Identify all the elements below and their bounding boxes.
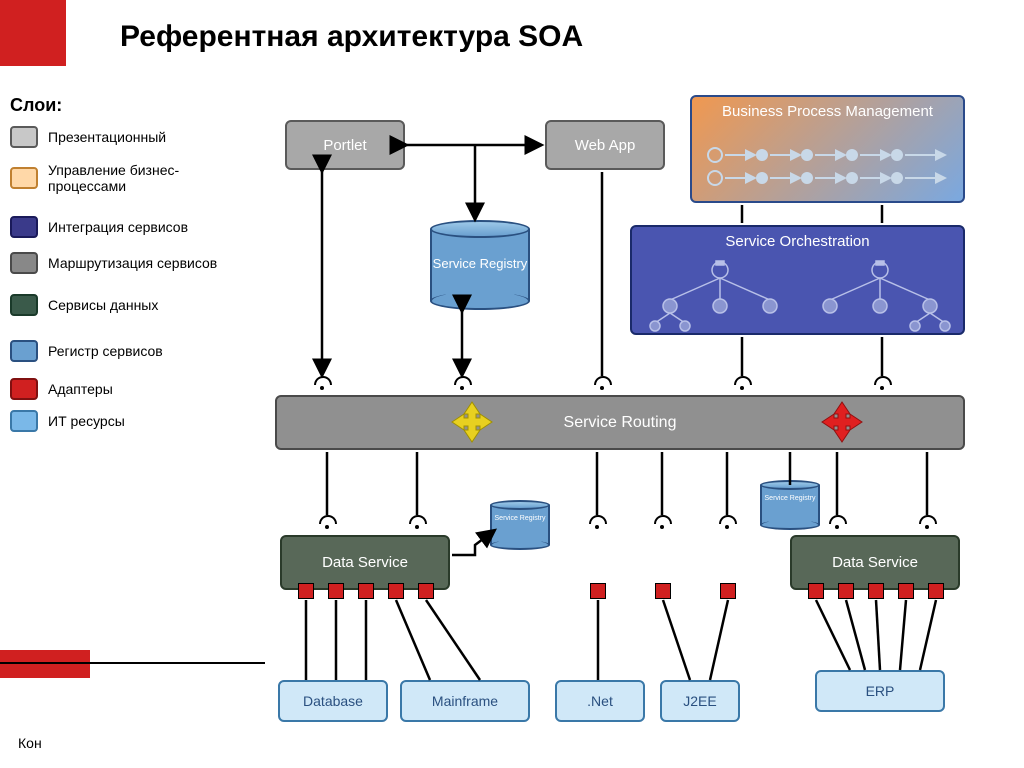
- plug-icon: [875, 376, 889, 390]
- adapter-icon: [928, 583, 944, 599]
- plug-icon: [720, 515, 734, 529]
- plug-icon: [735, 376, 749, 390]
- service-registry-label: Service Registry: [430, 256, 530, 271]
- legend-swatch: [10, 294, 38, 316]
- plug-icon: [920, 515, 934, 529]
- plug-icon: [315, 376, 329, 390]
- legend-label: Презентационный: [48, 129, 166, 145]
- adapter-icon: [358, 583, 374, 599]
- node-routing: Service Routing: [275, 395, 965, 450]
- service-registry-small-2: Service Registry: [760, 480, 820, 530]
- legend-swatch: [10, 340, 38, 362]
- adapter-icon: [328, 583, 344, 599]
- legend-swatch: [10, 410, 38, 432]
- red-corner: [0, 0, 66, 66]
- service-registry-main: Service Registry: [430, 220, 530, 310]
- adapter-icon: [720, 583, 736, 599]
- legend-swatch: [10, 126, 38, 148]
- legend-header: Слои:: [10, 95, 255, 116]
- node-dsvc1: Data Service: [280, 535, 450, 590]
- legend-item: Презентационный: [10, 126, 255, 148]
- legend-swatch: [10, 252, 38, 274]
- legend-item: ИТ ресурсы: [10, 410, 255, 432]
- adapter-icon: [590, 583, 606, 599]
- node-portlet: Portlet: [285, 120, 405, 170]
- node-j2ee: J2EE: [660, 680, 740, 722]
- adapter-icon: [298, 583, 314, 599]
- legend-swatch: [10, 167, 38, 189]
- divider: [0, 662, 265, 664]
- adapter-icon: [418, 583, 434, 599]
- node-erp: ERP: [815, 670, 945, 712]
- plug-icon: [410, 515, 424, 529]
- legend-item: Интеграция сервисов: [10, 216, 255, 238]
- legend-label: Сервисы данных: [48, 297, 158, 313]
- adapter-icon: [655, 583, 671, 599]
- svcreg2-label: Service Registry: [490, 515, 550, 522]
- legend-label: Интеграция сервисов: [48, 219, 188, 235]
- legend-swatch: [10, 378, 38, 400]
- adapter-icon: [808, 583, 824, 599]
- legend-item: Маршрутизация сервисов: [10, 252, 255, 274]
- footer-text: Кон: [18, 735, 42, 751]
- legend-item: Регистр сервисов: [10, 340, 255, 362]
- plug-icon: [830, 515, 844, 529]
- node-net: .Net: [555, 680, 645, 722]
- node-webapp: Web App: [545, 120, 665, 170]
- legend: Слои: Презентационный Управление бизнес-п…: [10, 95, 255, 438]
- adapter-icon: [868, 583, 884, 599]
- plug-icon: [455, 376, 469, 390]
- legend-label: Адаптеры: [48, 381, 113, 397]
- legend-label: ИТ ресурсы: [48, 413, 125, 429]
- plug-icon: [655, 515, 669, 529]
- node-dsvc2: Data Service: [790, 535, 960, 590]
- svcreg3-label: Service Registry: [760, 495, 820, 502]
- plug-icon: [590, 515, 604, 529]
- page-title: Референтная архитектура SOA: [120, 20, 583, 54]
- service-registry-small-1: Service Registry: [490, 500, 550, 550]
- node-mf: Mainframe: [400, 680, 530, 722]
- legend-item: Адаптеры: [10, 378, 255, 400]
- legend-swatch: [10, 216, 38, 238]
- legend-label: Регистр сервисов: [48, 343, 163, 359]
- node-bpm: Business Process Management: [690, 95, 965, 203]
- plug-icon: [595, 376, 609, 390]
- legend-label: Управление бизнес-процессами: [48, 162, 255, 194]
- node-db: Database: [278, 680, 388, 722]
- legend-item: Сервисы данных: [10, 294, 255, 316]
- node-orch: Service Orchestration: [630, 225, 965, 335]
- adapter-icon: [388, 583, 404, 599]
- adapter-icon: [898, 583, 914, 599]
- legend-item: Управление бизнес-процессами: [10, 162, 255, 194]
- adapter-icon: [838, 583, 854, 599]
- red-bar: [0, 650, 90, 678]
- plug-icon: [320, 515, 334, 529]
- legend-label: Маршрутизация сервисов: [48, 255, 217, 271]
